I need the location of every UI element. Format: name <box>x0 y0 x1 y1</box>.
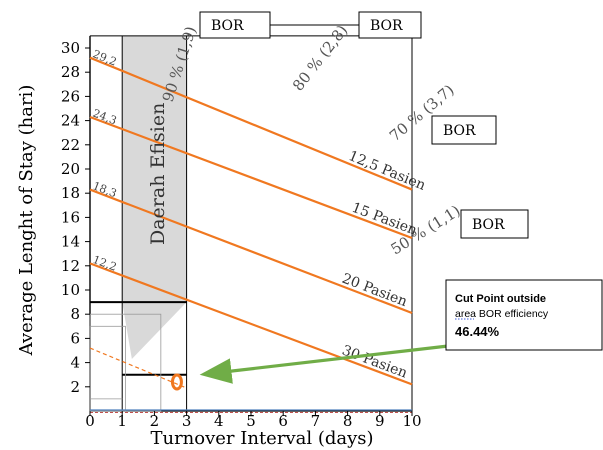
annotation-box <box>445 279 603 351</box>
bor-box <box>460 209 529 239</box>
patient-line <box>89 262 413 386</box>
y-tick-label: 30 <box>61 39 80 57</box>
y-tick-label: 8 <box>70 305 80 323</box>
x-tick-label: 9 <box>375 412 385 430</box>
dashed-projection-line <box>89 347 187 389</box>
patient-line <box>89 115 413 239</box>
y-tick-label: 24 <box>61 112 80 130</box>
x-tick-label: 0 <box>85 412 95 430</box>
y-tick-label: 22 <box>61 136 80 154</box>
bor-box-label: BOR <box>443 123 476 139</box>
x-tick-label: 10 <box>402 412 421 430</box>
y-axis-title: Average Lenght of Stay (hari) <box>16 85 37 357</box>
y-tick-label: 6 <box>70 329 80 347</box>
y-tick-label: 28 <box>61 63 80 81</box>
x-tick-label: 6 <box>278 412 288 430</box>
y-tick-label: 16 <box>61 208 80 226</box>
annotation-value: 46.44% <box>455 324 500 339</box>
y-tick-label: 10 <box>61 281 80 299</box>
y-tick-label: 20 <box>61 160 80 178</box>
x-axis-title: Turnover Interval (days) <box>150 428 373 449</box>
x-tick-label: 3 <box>182 412 192 430</box>
patient-line <box>89 188 413 315</box>
bor-box-label: BOR <box>472 217 505 233</box>
intercept-label: 18,3 <box>91 179 119 200</box>
bor-box <box>431 115 497 145</box>
patient-line-label: 12,5 Pasien <box>346 148 428 194</box>
bor-line-label: 80 % (2,8) <box>289 22 351 95</box>
annotation-arrow <box>199 344 449 384</box>
x-tick-label: 8 <box>343 412 353 430</box>
bor-box-label: BOR <box>370 18 403 34</box>
reference-box-inner <box>89 325 126 412</box>
y-tick-label: 26 <box>61 87 80 105</box>
bor-box-label: BOR <box>211 18 244 34</box>
y-tick-label: 4 <box>70 354 80 372</box>
cut-point-marker <box>170 373 183 391</box>
patient-line <box>89 56 413 191</box>
x-tick-label: 7 <box>311 412 321 430</box>
efficient-region-band <box>122 35 187 303</box>
x-tick-label: 1 <box>117 412 127 430</box>
y-tick-label: 18 <box>61 184 80 202</box>
region-label: Daerah Efisien <box>147 103 169 245</box>
x-tick-label: 5 <box>246 412 256 430</box>
y-tick-label: 2 <box>70 378 80 396</box>
intercept-label: 29,2 <box>91 47 119 68</box>
intercept-label: 24,3 <box>91 107 119 128</box>
x-tick-label: 2 <box>150 412 160 430</box>
y-tick-label: 12 <box>61 257 80 275</box>
intercept-label: 12,2 <box>91 253 119 274</box>
efficient-region-triangle <box>122 302 187 359</box>
annotation-line1: Cut Point outside <box>455 293 546 305</box>
y-tick-label: 14 <box>61 233 80 251</box>
annotation-line2: area BOR efficiency <box>455 308 549 320</box>
bor-box <box>358 11 422 39</box>
x-tick-label: 4 <box>214 412 224 430</box>
